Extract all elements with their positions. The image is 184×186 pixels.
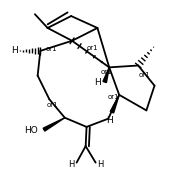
Polygon shape	[110, 95, 119, 113]
Text: H: H	[11, 46, 18, 55]
Text: or1: or1	[45, 46, 57, 52]
Text: or1: or1	[101, 69, 112, 75]
Polygon shape	[103, 67, 109, 83]
Text: H: H	[68, 160, 75, 169]
Text: H: H	[94, 78, 101, 87]
Text: or1: or1	[139, 72, 150, 78]
Text: HO: HO	[24, 126, 38, 134]
Text: H: H	[97, 160, 103, 169]
Polygon shape	[43, 118, 65, 131]
Text: H: H	[106, 116, 113, 125]
Text: or1: or1	[46, 102, 58, 108]
Text: or1: or1	[87, 45, 99, 51]
Text: or1: or1	[108, 94, 120, 100]
